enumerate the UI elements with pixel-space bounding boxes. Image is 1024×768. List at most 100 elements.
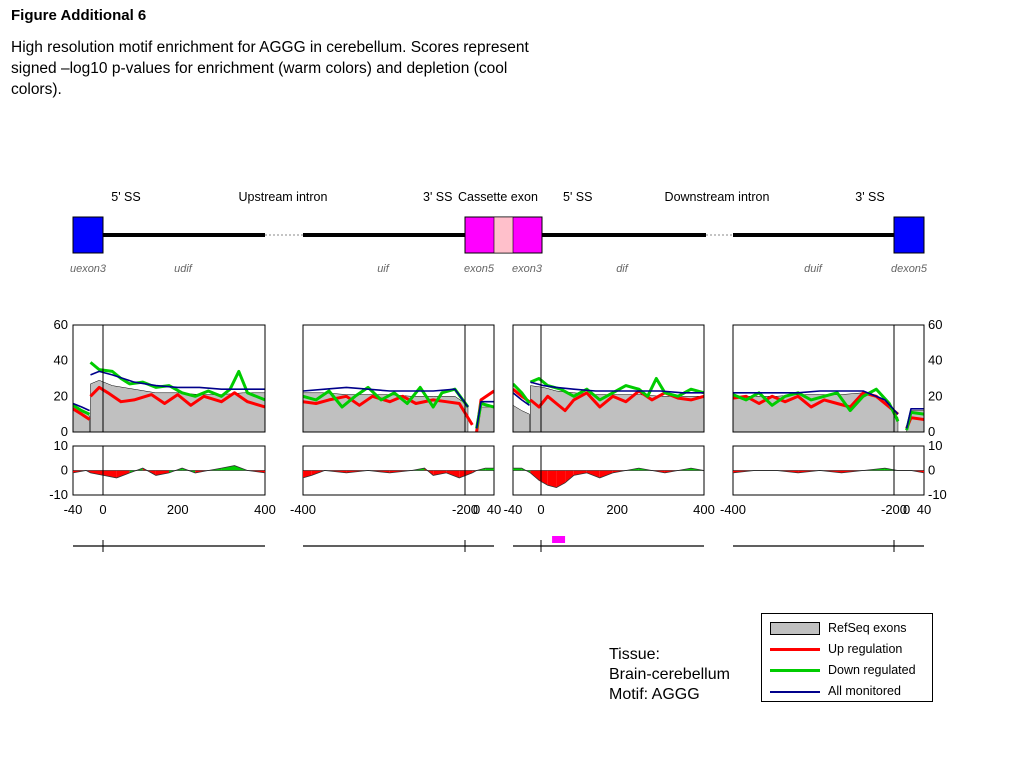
legend-item-up: Up regulation [770, 641, 930, 659]
motif-line: Motif: AGGG [609, 686, 700, 703]
plot-area-top [303, 385, 494, 432]
diff-area [586, 470, 600, 478]
x-tick-label: 0 [903, 502, 910, 517]
diff-area [565, 470, 574, 483]
plot-frame-top [732, 324, 925, 433]
legend-label: Down regulated [828, 663, 916, 677]
legend-swatch-all [770, 691, 820, 693]
diff-area [459, 470, 473, 478]
all-monitored-line [905, 407, 924, 429]
up-regulation-line [73, 407, 91, 421]
x-tick-label: 0 [473, 502, 480, 517]
diff-area [221, 465, 235, 471]
diff-area [530, 470, 539, 481]
region-label: Upstream intron [239, 190, 328, 204]
x-tick-label: -40 [64, 502, 83, 517]
region-label: Cassette exon [458, 190, 538, 204]
x-tick-label: -40 [504, 502, 523, 517]
plot-area-top [73, 361, 265, 432]
up-regulation-line [303, 394, 474, 426]
y-tick-label: 60 [54, 317, 68, 332]
diff-area [513, 468, 522, 471]
legend-swatch-refseq [770, 622, 820, 635]
segment-label: exon5 [464, 263, 495, 275]
all-monitored-line [530, 381, 704, 394]
segment-label: dexon5 [891, 263, 928, 275]
refseq-area [90, 380, 265, 432]
diff-area [599, 470, 613, 478]
x-tick-label: 0 [537, 502, 544, 517]
plot-frame-top [72, 324, 266, 433]
gene-model: 5' SS Upstream intron 3' SS Cassette exon 5'… [70, 190, 928, 275]
down-regulated-line [303, 385, 470, 409]
all-monitored-line [90, 370, 265, 391]
diff-area [573, 470, 587, 476]
segment-label: udif [174, 263, 193, 275]
down-regulated-line [733, 387, 900, 422]
plot-frame-top [302, 324, 495, 433]
gene-model-drawing [72, 216, 925, 254]
y-tick-label: 40 [928, 353, 942, 368]
down-regulated-line [73, 404, 91, 416]
tissue-value: Brain-cerebellum [609, 666, 730, 683]
x-tick-label: -200 [452, 502, 478, 517]
segment-label: uif [377, 263, 390, 275]
gene-model-region-labels: 5' SS Upstream intron 3' SS Cassette exon 5'… [111, 190, 885, 204]
gene-model-segment-labels: uexon3 udif uif exon5 exon3 dif duif dexon5 [70, 263, 928, 275]
x-tick-label: -200 [881, 502, 907, 517]
downstream-exon-box [893, 216, 925, 254]
x-tick-label: 40 [917, 502, 931, 517]
x-tick-label: 0 [99, 502, 106, 517]
diff-area [90, 470, 104, 476]
all-monitored-line [73, 402, 90, 412]
diff-line [513, 467, 705, 489]
down-regulated-line [89, 361, 265, 402]
all-monitored-line [513, 392, 530, 406]
y-tick-label: 60 [928, 317, 942, 332]
diff-area [155, 470, 169, 476]
segment-label: duif [804, 263, 823, 275]
diff-area [547, 470, 557, 488]
region-label: 3' SS [423, 190, 453, 204]
diff-area [103, 470, 117, 478]
diff-area [485, 468, 494, 471]
legend-swatch-down [770, 669, 820, 672]
region-label: 5' SS [111, 190, 141, 204]
tissue-line: Tissue: [609, 646, 660, 663]
segment-label: exon3 [512, 263, 543, 275]
legend-item-down: Down regulated [770, 662, 930, 680]
y-tick-label: 0 [61, 424, 68, 439]
legend-swatch-up [770, 648, 820, 651]
diff-y-tick-label: -10 [928, 487, 947, 502]
cassette-exon-core [493, 216, 514, 254]
legend-label: Up regulation [828, 642, 903, 656]
segment-label: dif [616, 263, 629, 275]
tissue-note: Tissue: Brain-cerebellum Motif: AGGG [609, 645, 730, 705]
diff-y-tick-label: 10 [54, 438, 68, 453]
x-tick-label: 400 [693, 502, 715, 517]
all-monitored-line [475, 400, 494, 429]
up-regulation-line [89, 385, 265, 409]
diff-y-tick-label: 10 [928, 438, 942, 453]
x-tick-label: 400 [254, 502, 276, 517]
y-tick-label: 20 [54, 388, 68, 403]
diff-area [433, 470, 447, 476]
plot-frame-top [512, 324, 705, 433]
diff-area [303, 470, 312, 478]
x-tick-label: -400 [290, 502, 316, 517]
diff-area [556, 470, 566, 488]
all-monitored-line [733, 390, 899, 415]
x-tick-label: 40 [487, 502, 501, 517]
y-tick-label: 20 [928, 388, 942, 403]
diff-area [446, 470, 460, 478]
diff-area [116, 470, 130, 478]
y-tick-label: 40 [54, 353, 68, 368]
diff-line [72, 465, 266, 479]
all-monitored-line [303, 386, 469, 408]
x-tick-label: -400 [720, 502, 746, 517]
diff-y-tick-label: 0 [928, 463, 935, 478]
